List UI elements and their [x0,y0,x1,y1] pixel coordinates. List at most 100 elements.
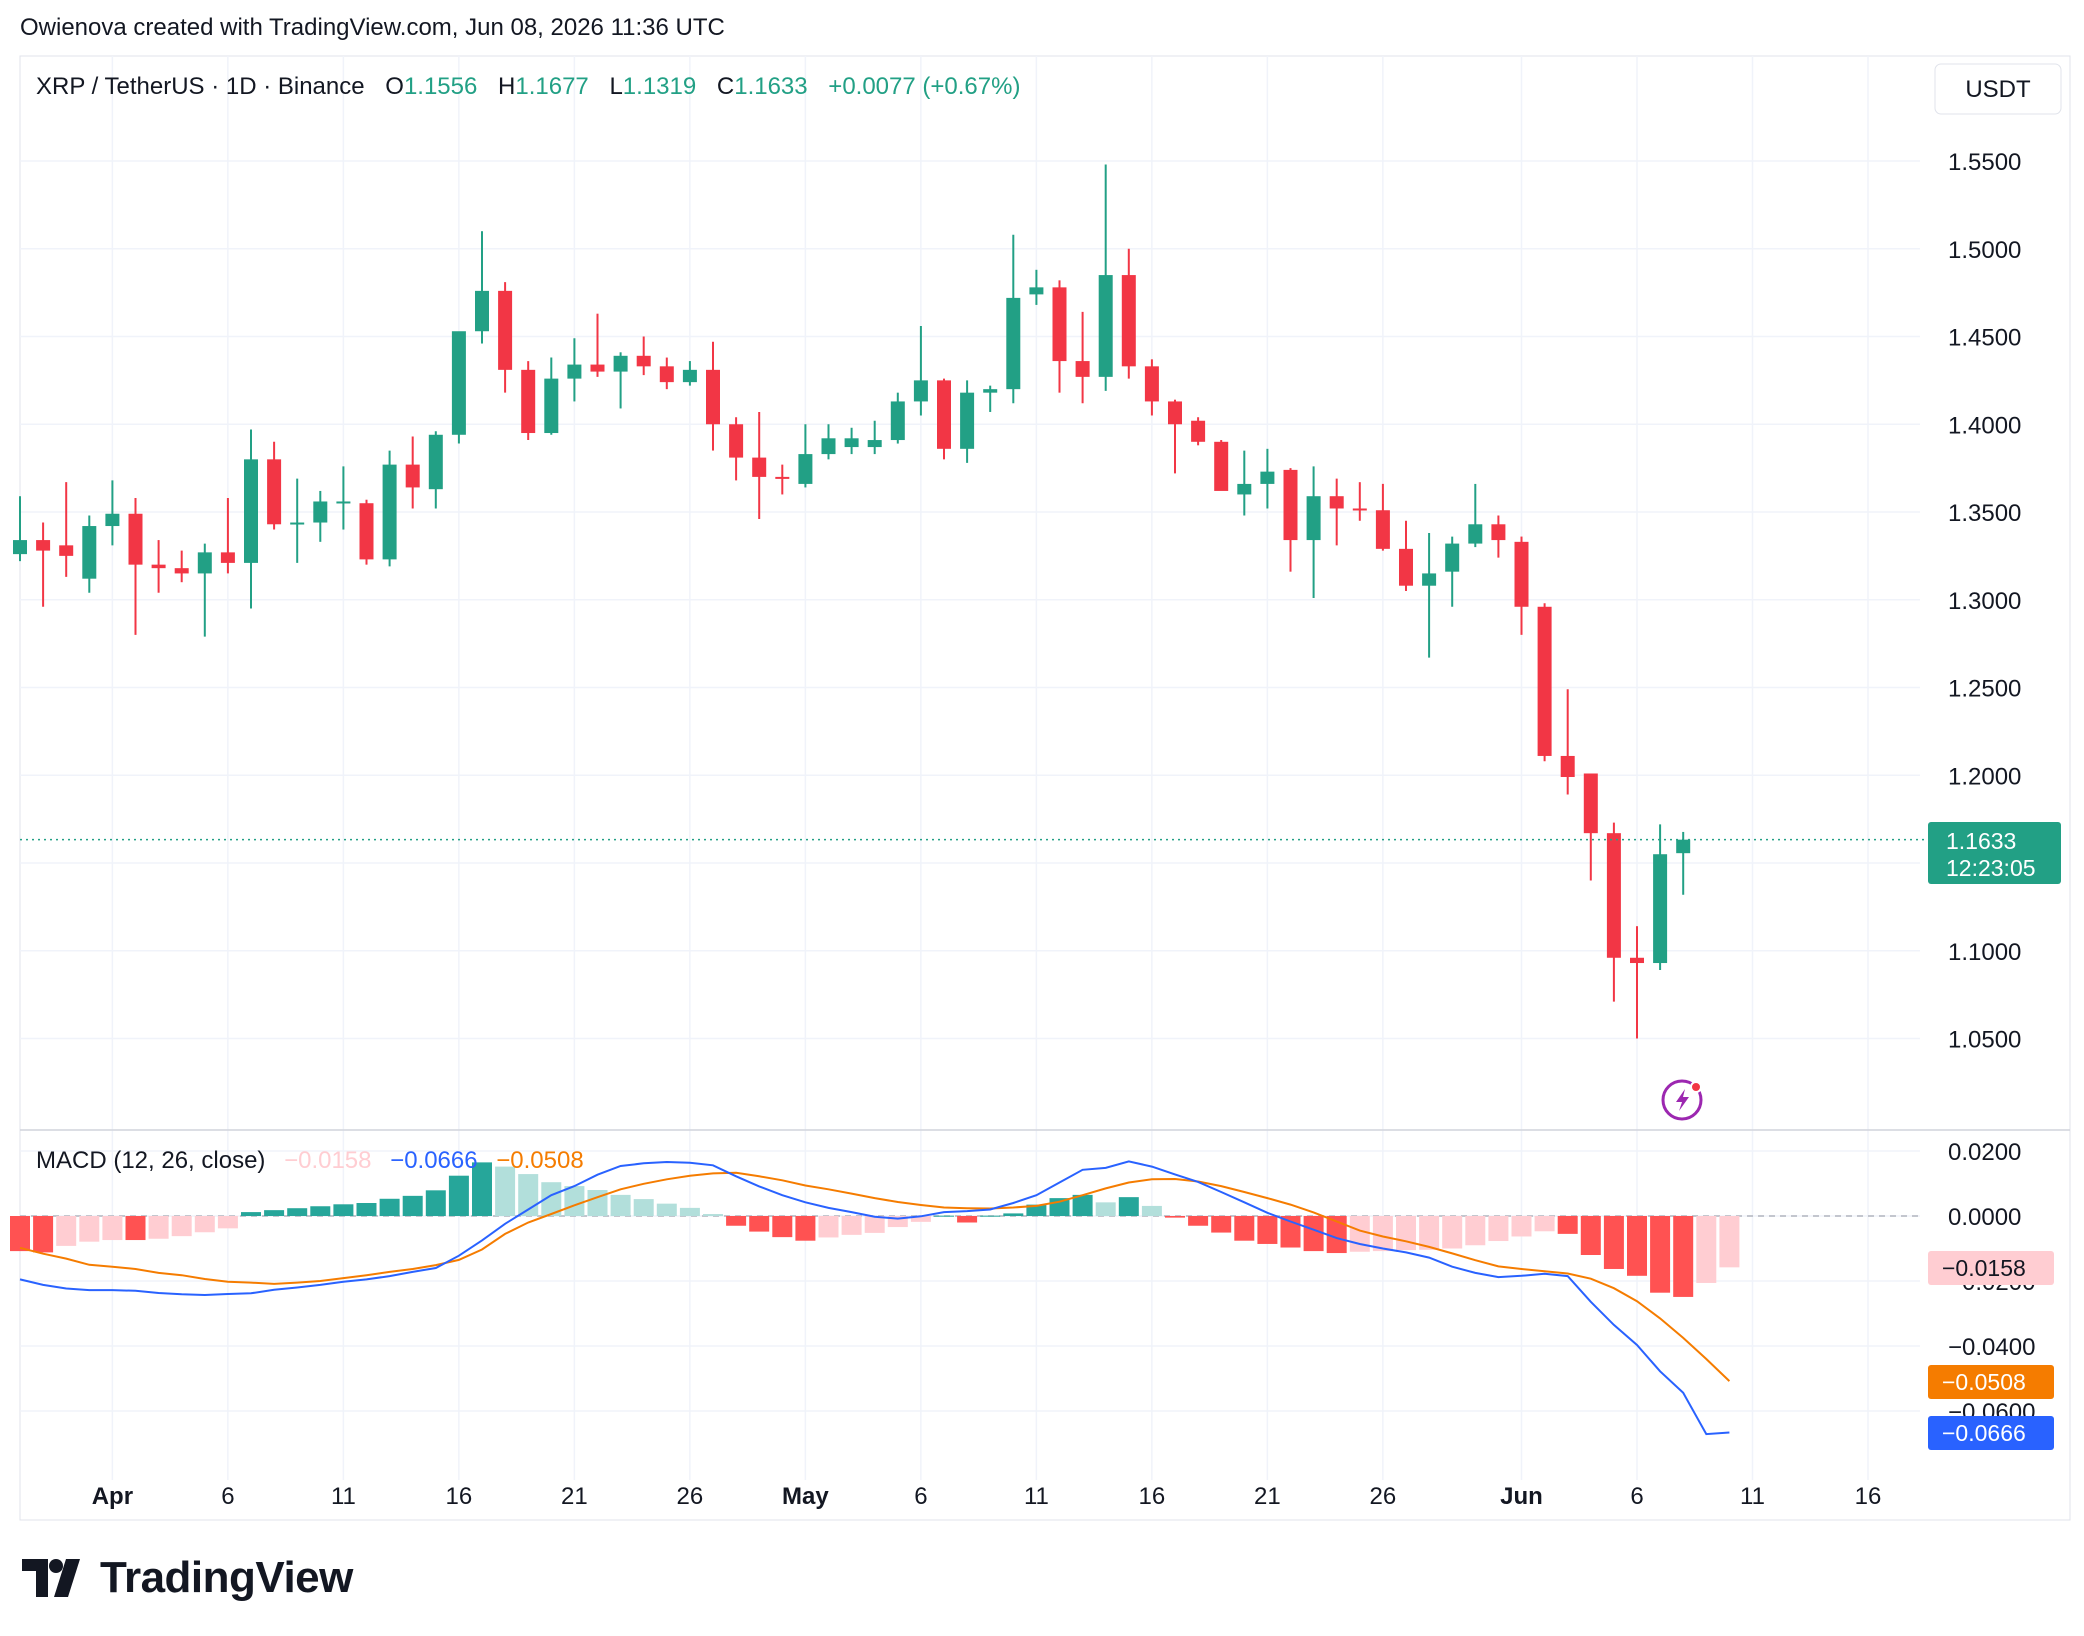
candle [844,427,859,455]
time-tick-label: 6 [1630,1483,1643,1510]
candle [498,282,513,393]
candle-body [821,438,836,455]
time-tick-label: May [782,1483,829,1510]
candle-body [267,459,282,525]
candle-body [682,369,697,383]
candle-body [105,513,120,527]
price-tick-label: 1.5500 [1948,149,2021,176]
macd-histogram-bar [310,1206,331,1216]
candle-body [1606,833,1621,958]
tradingview-logo[interactable]: TradingView [22,1553,353,1603]
candle [590,313,605,377]
candle-body [867,440,882,448]
macd-histogram-bar [541,1182,562,1216]
candle-body [1583,773,1598,834]
candle [1006,234,1021,404]
candle-body [1653,854,1668,964]
candle [890,392,905,444]
price-tick-label: 1.5000 [1948,237,2021,264]
candle [1029,269,1044,305]
candle-body [1375,510,1390,549]
candle [451,331,466,444]
candle-body [82,526,97,579]
candle-body [290,522,305,525]
macd-histogram-bar [1303,1216,1324,1252]
price-pane[interactable] [13,164,1928,1039]
macd-histogram-bar [1419,1216,1440,1250]
candle-body [1630,957,1644,964]
candle [359,499,374,565]
candle [1653,824,1668,971]
macd-hist-badge-value: −0.0158 [1942,1255,2026,1281]
macd-histogram-bar [1026,1204,1047,1216]
macd-histogram-bar [934,1215,954,1217]
legend-low-value: 1.1319 [623,73,696,100]
candle-body [1214,441,1229,491]
macd-histogram-bar [726,1216,747,1226]
candle-body [1676,839,1691,854]
candle-body [1191,420,1206,442]
candle [1121,248,1136,379]
candle-body [590,364,605,372]
macd-histogram-bar [402,1195,423,1216]
macd-histogram-bar [980,1215,1001,1217]
candle [937,378,951,460]
candle [13,496,27,562]
candle [382,450,397,567]
legend-change: +0.0077 (+0.67%) [828,73,1020,100]
macd-tick-label: 0.0200 [1948,1139,2021,1166]
time-tick-label: 26 [677,1483,704,1510]
candle-body [244,459,258,563]
candle [1560,689,1575,795]
candle-body [1306,496,1321,541]
macd-histogram-bar [102,1216,123,1241]
time-tick-label: Apr [92,1483,133,1510]
candle [1422,533,1437,658]
candle-body [498,290,513,370]
candle [983,385,998,412]
candle-body [1006,297,1021,390]
macd-histogram-bar [1696,1216,1717,1283]
macd-histogram-bar [379,1198,400,1216]
macd-histogram-bar [33,1216,54,1253]
candle [1237,450,1252,516]
time-tick-label: 16 [1139,1483,1166,1510]
macd-line [19,1160,1730,1436]
candle-body [220,552,235,563]
candle-body [1422,573,1437,586]
candle-body [336,501,351,504]
legend-high-label: H [498,73,515,100]
candle-body [1399,548,1413,586]
macd-histogram-bar [1465,1216,1486,1246]
macd-histogram-bar [1534,1216,1555,1232]
candle [197,543,212,637]
macd-histogram-bar [1603,1216,1624,1269]
candle [1306,466,1321,598]
candle-body [405,464,420,488]
macd-pane[interactable] [10,1160,1920,1436]
candle-body [359,503,374,560]
legend-open-label: O [385,73,404,100]
macd-histogram-bar [610,1194,631,1216]
candle [267,441,282,530]
macd-histogram-bar [1719,1216,1740,1268]
candle [913,325,928,416]
macd-histogram-bar [1234,1216,1255,1241]
macd-histogram-bar [1580,1216,1601,1255]
candle [405,436,420,509]
candle-body [1329,496,1344,509]
candle [290,478,305,563]
candle-body [798,454,813,484]
candle-body [1029,287,1044,295]
macd-legend-hist: −0.0158 [284,1147,371,1174]
macd-histogram-bar [1141,1205,1162,1216]
candle [706,341,720,451]
candle [1098,164,1113,391]
currency-button[interactable] [1934,63,2062,115]
candle [174,550,189,583]
candle-body [475,290,489,332]
macd-histogram-bar [910,1216,931,1222]
flash-icon[interactable] [1661,1079,1703,1121]
candle-body [1514,541,1529,607]
